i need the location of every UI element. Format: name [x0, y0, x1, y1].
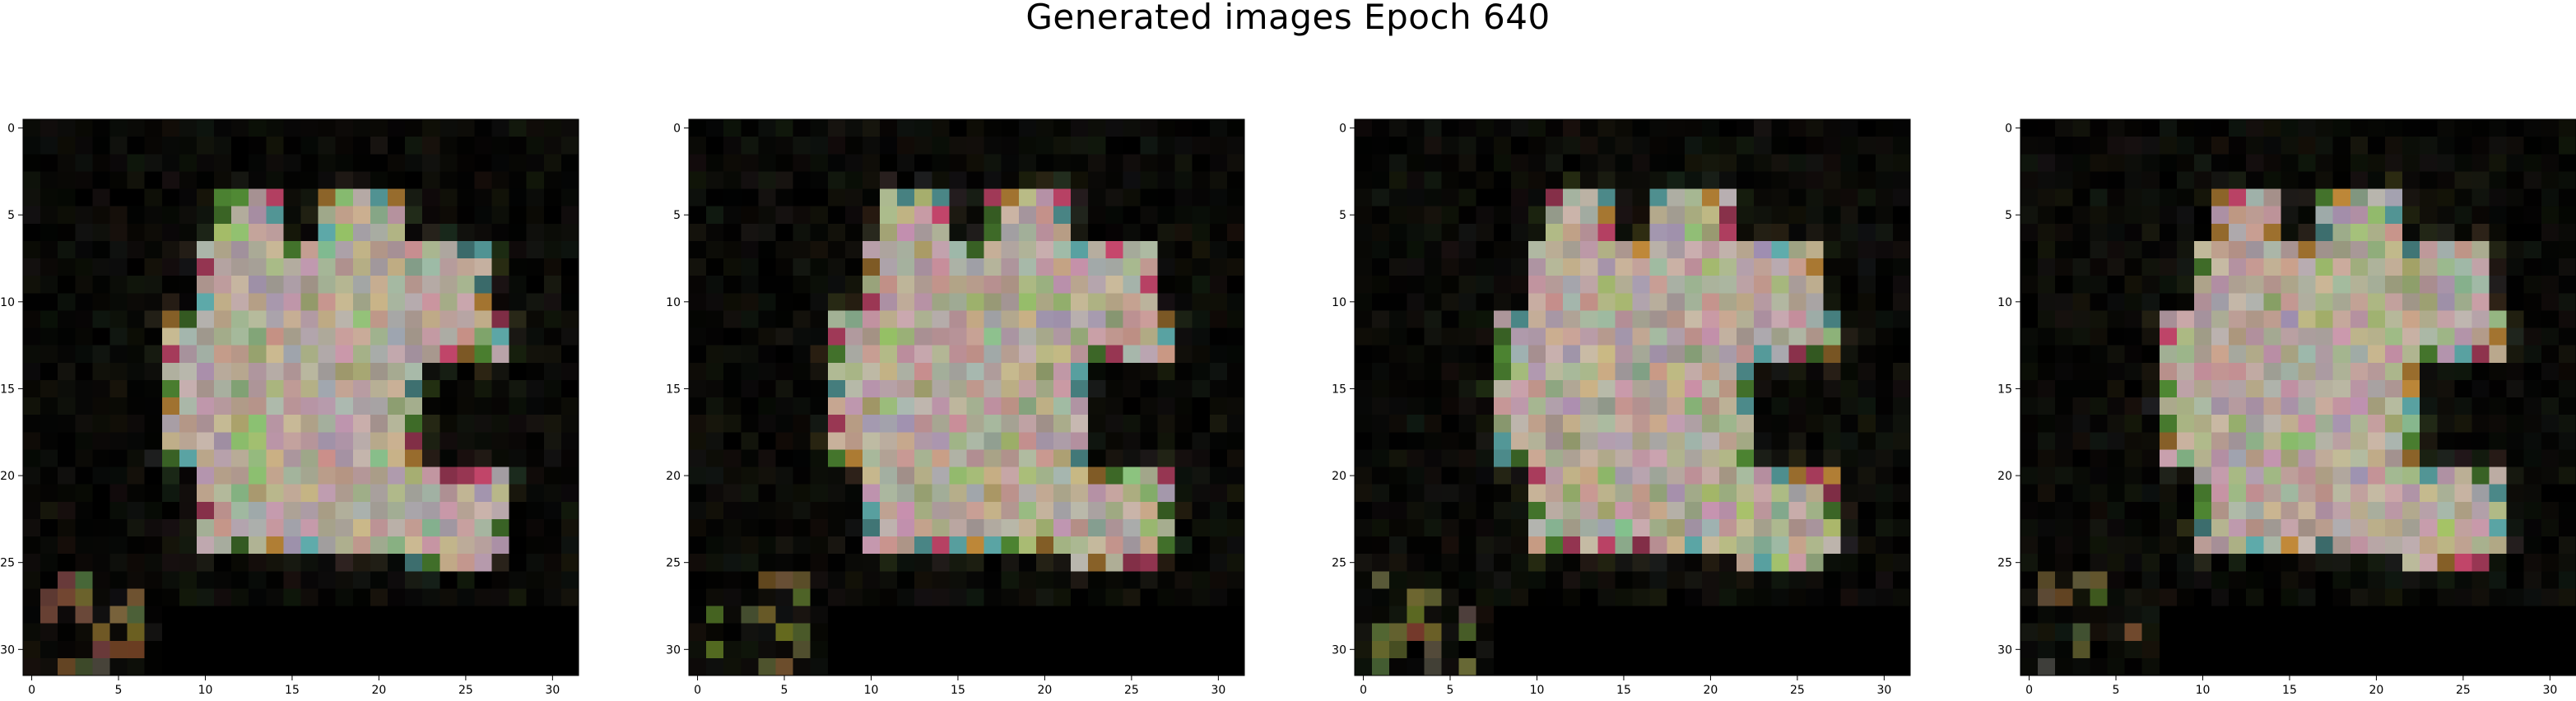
y-tick-label: 30: [0, 643, 15, 657]
y-tick-label: 10: [1332, 296, 1346, 309]
y-tick-label: 10: [0, 296, 15, 309]
x-tick-label: 5: [1447, 684, 1454, 697]
y-tick-label: 5: [7, 209, 15, 222]
y-tick-label: 15: [0, 383, 15, 396]
y-tick-label: 25: [1332, 557, 1346, 570]
image-axes-4: 0 5 10 15 20 25 30 0 5 10 15 20 25 30: [1997, 118, 2576, 697]
y-tick-label: 0: [7, 123, 15, 136]
generated-image-1: [23, 119, 579, 675]
x-tick-label: 30: [545, 684, 560, 697]
y-tick-label: 0: [2005, 123, 2012, 136]
y-tick-label: 25: [0, 557, 15, 570]
y-tick-label: 20: [1332, 470, 1346, 483]
x-tick-label: 25: [1790, 684, 1805, 697]
y-tick-label: 15: [1997, 383, 2012, 396]
x-tick-label: 20: [372, 684, 387, 697]
y-tick-label: 20: [666, 470, 681, 483]
generated-image-panel-2: 0 5 10 15 20 25 30 0 5 10 15 20 25 30: [666, 118, 1245, 697]
x-tick-label: 10: [864, 684, 879, 697]
axes-frame: [1354, 118, 1911, 676]
x-tick-label: 20: [1704, 684, 1718, 697]
y-tick-label: 5: [1339, 209, 1346, 222]
x-tick-label: 25: [458, 684, 473, 697]
x-tick-label: 15: [1616, 684, 1631, 697]
x-tick-label: 0: [694, 684, 701, 697]
y-tick-label: 0: [1339, 123, 1346, 136]
x-tick-label: 15: [951, 684, 965, 697]
x-tick-label: 15: [285, 684, 300, 697]
x-tick-label: 0: [28, 684, 35, 697]
x-tick-label: 0: [1360, 684, 1367, 697]
y-tick-label: 20: [0, 470, 15, 483]
image-axes-2: 0 5 10 15 20 25 30 0 5 10 15 20 25 30: [666, 118, 1245, 697]
generated-image-4: [2020, 119, 2576, 675]
x-tick-label: 20: [1038, 684, 1053, 697]
figure-title: Generated images Epoch 640: [1025, 0, 1551, 37]
image-axes-3: 0 5 10 15 20 25 30 0 5 10 15 20 25 30: [1332, 118, 1911, 697]
y-tick-label: 10: [1997, 296, 2012, 309]
y-tick-label: 20: [1997, 470, 2012, 483]
x-tick-label: 20: [2369, 684, 2384, 697]
generated-image-2: [689, 119, 1244, 675]
axes-frame: [688, 118, 1245, 676]
x-tick-label: 30: [1876, 684, 1891, 697]
y-tick-label: 15: [1332, 383, 1346, 396]
image-axes-1: 0 5 10 15 20 25 30 0 5 10 15 20 25 30: [0, 118, 579, 697]
axes-frame: [2020, 118, 2576, 676]
x-tick-label: 5: [115, 684, 123, 697]
x-tick-label: 25: [2456, 684, 2471, 697]
y-tick-label: 0: [673, 123, 681, 136]
axes-frame: [22, 118, 579, 676]
x-tick-label: 30: [2542, 684, 2557, 697]
x-tick-label: 10: [198, 684, 213, 697]
x-tick-label: 5: [781, 684, 788, 697]
y-tick-label: 30: [1997, 643, 2012, 657]
x-tick-label: 15: [2282, 684, 2297, 697]
y-tick-label: 15: [666, 383, 681, 396]
y-tick-label: 25: [666, 557, 681, 570]
y-tick-label: 10: [666, 296, 681, 309]
generated-image-3: [1355, 119, 1910, 675]
y-tick-label: 25: [1997, 557, 2012, 570]
y-tick-label: 5: [673, 209, 681, 222]
y-tick-label: 30: [666, 643, 681, 657]
generated-image-panel-3: 0 5 10 15 20 25 30 0 5 10 15 20 25 30: [1332, 118, 1911, 697]
x-tick-label: 5: [2113, 684, 2120, 697]
x-tick-label: 10: [2196, 684, 2211, 697]
y-tick-label: 5: [2005, 209, 2012, 222]
x-tick-label: 10: [1530, 684, 1545, 697]
x-tick-label: 0: [2025, 684, 2033, 697]
x-tick-label: 30: [1211, 684, 1225, 697]
generated-image-panel-4: 0 5 10 15 20 25 30 0 5 10 15 20 25 30: [1997, 118, 2576, 697]
generated-image-panel-1: 0 5 10 15 20 25 30 0 5 10 15 20 25 30: [0, 118, 579, 697]
x-tick-label: 25: [1124, 684, 1139, 697]
y-tick-label: 30: [1332, 643, 1346, 657]
